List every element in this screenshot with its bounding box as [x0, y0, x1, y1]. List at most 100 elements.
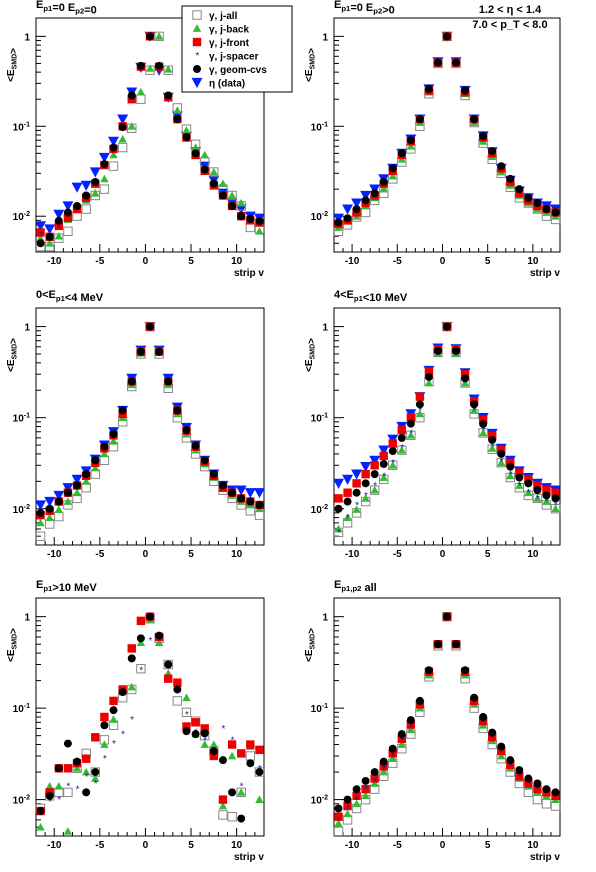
data-point-front: [478, 415, 488, 424]
series-back: [334, 322, 560, 533]
data-point-back: [200, 740, 209, 748]
data-point-all: [44, 519, 55, 529]
data-point-front: [334, 812, 343, 821]
plot-frame: [333, 597, 561, 837]
data-point-all: [541, 799, 552, 809]
data-point-back: [36, 518, 45, 527]
data-point-spacer: *: [48, 797, 53, 808]
data-point-spacer: *: [517, 189, 522, 200]
data-point-back: [54, 505, 63, 513]
data-point-spacer: *: [84, 473, 89, 484]
data-point-back: [227, 751, 237, 760]
data-point-geom: [370, 768, 379, 777]
data-point-spacer: *: [48, 508, 53, 519]
data-point-geom: [370, 470, 379, 479]
data-point-spacer: *: [373, 481, 378, 492]
x-tick-label: 0: [143, 549, 149, 560]
data-point-geom: [533, 199, 542, 208]
data-point-geom: [173, 685, 182, 694]
data-point-back: [63, 827, 73, 835]
data-point-geom: [352, 488, 361, 497]
data-point-geom: [497, 742, 506, 751]
data-point-spacer: *: [57, 795, 62, 806]
legend-box: [181, 5, 293, 93]
x-tick-label: 5: [188, 840, 194, 851]
data-point-all: [254, 510, 265, 520]
data-point-geom: [542, 785, 551, 794]
data-point-geom: [488, 728, 497, 737]
data-point-front: [54, 221, 63, 231]
data-point-geom: [361, 776, 370, 785]
data-point-back: [361, 791, 370, 800]
data-point-geom: [515, 473, 524, 482]
series-geom: [334, 322, 560, 513]
data-point-back: [209, 167, 219, 176]
data-point-front: [91, 733, 100, 742]
data-point-all: [227, 812, 237, 822]
data-point-geom: [45, 232, 54, 241]
data-point-spacer: *: [39, 230, 44, 241]
data-point-front: [515, 772, 524, 781]
data-point-back: [524, 488, 533, 497]
y-axis-label: <ESMD>: [304, 48, 318, 82]
data-point-spacer: *: [499, 748, 504, 759]
data-point-geom: [209, 470, 218, 479]
data-point-geom: [551, 494, 560, 503]
series-all: [333, 321, 561, 538]
data-point-eta: [235, 204, 247, 215]
y-axis-label: <ESMD>: [6, 628, 20, 662]
data-point-back: [406, 431, 416, 439]
data-point-front: [343, 801, 352, 811]
data-point-spacer: *: [75, 785, 80, 796]
data-point-front: [182, 722, 191, 731]
data-point-back: [36, 822, 45, 831]
data-point-spacer: *: [382, 181, 387, 192]
data-point-spacer: *: [382, 471, 387, 482]
data-point-geom: [352, 205, 361, 214]
data-point-geom: [63, 739, 72, 748]
data-point-spacer: *: [526, 779, 531, 790]
data-point-back: [334, 524, 343, 533]
data-point-spacer: *: [248, 218, 253, 229]
data-point-spacer: *: [112, 739, 117, 750]
data-point-back: [352, 505, 361, 513]
data-point-spacer: *: [230, 205, 235, 216]
legend-label-back: γ, j-back: [209, 25, 249, 36]
data-point-front: [343, 488, 352, 497]
data-point-front: [524, 779, 533, 788]
data-point-front: [415, 392, 425, 401]
data-point-geom: [361, 479, 370, 488]
data-point-all: [181, 707, 192, 718]
y-tick-label: 1: [24, 613, 30, 624]
legend-marker-eta: [191, 77, 203, 88]
data-point-geom: [118, 406, 127, 415]
data-point-eta: [360, 190, 372, 201]
data-point-front: [361, 784, 370, 794]
plot-frame: [333, 307, 561, 546]
y-tick-label: 10-1: [311, 413, 328, 425]
y-axis-label: <ESMD>: [304, 628, 318, 662]
data-point-spacer: *: [508, 762, 513, 773]
data-point-back: [45, 513, 54, 521]
data-point-eta: [98, 152, 110, 163]
legend-label-spacer: γ, j-spacer: [209, 52, 259, 63]
data-point-back: [397, 740, 406, 748]
data-point-geom: [343, 795, 352, 804]
data-point-geom: [246, 215, 255, 224]
x-tick-label: -5: [95, 549, 104, 560]
data-point-spacer: *: [57, 500, 62, 511]
x-tick-label: 0: [143, 256, 149, 267]
y-axis-label-text: <ESMD>: [6, 48, 20, 82]
data-point-geom: [497, 449, 506, 458]
data-point-spacer: *: [400, 152, 405, 163]
x-tick-label: -10: [47, 549, 62, 560]
data-point-geom: [452, 346, 461, 355]
data-point-spacer: *: [121, 409, 126, 420]
data-point-geom: [91, 456, 100, 465]
data-point-front: [352, 479, 361, 488]
data-point-front: [424, 367, 434, 376]
x-tick-label: -5: [393, 840, 402, 851]
data-point-front: [533, 784, 542, 794]
data-point-back: [388, 754, 397, 763]
data-point-geom: [506, 756, 515, 765]
